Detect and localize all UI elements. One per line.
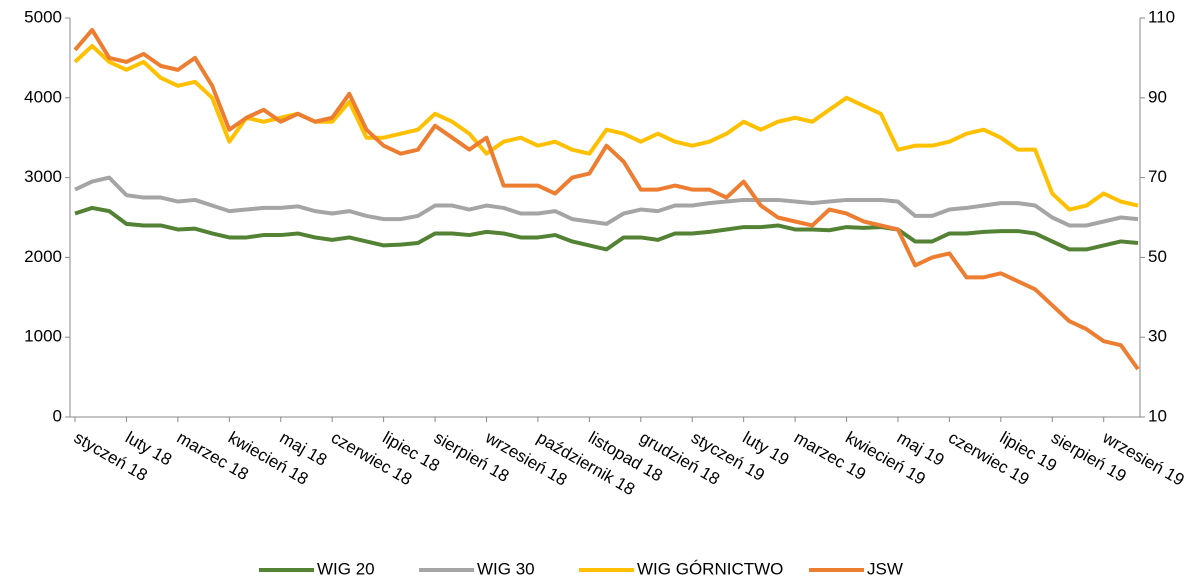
y2-tick-label: 90 — [1148, 87, 1167, 106]
series-line — [74, 205, 1139, 252]
y2-tick-label: 70 — [1148, 167, 1167, 186]
y-tick-label: 3000 — [24, 167, 62, 186]
y2-tick-label: 50 — [1148, 247, 1167, 266]
y-tick-label: 4000 — [24, 87, 62, 106]
series-line — [73, 27, 1140, 371]
y2-tick-label: 30 — [1148, 327, 1167, 346]
y-tick-label: 2000 — [24, 247, 62, 266]
legend-label: JSW — [867, 559, 903, 578]
legend-label: WIG 20 — [317, 559, 375, 578]
y-tick-label: 0 — [53, 406, 62, 425]
series-line — [73, 43, 1139, 212]
y-tick-label: 5000 — [24, 7, 62, 26]
legend-label: WIG 30 — [477, 559, 535, 578]
y2-tick-label: 10 — [1148, 406, 1167, 425]
series-line — [74, 175, 1139, 228]
y-tick-label: 1000 — [24, 327, 62, 346]
y2-tick-label: 110 — [1148, 7, 1175, 26]
legend-label: WIG GÓRNICTWO — [637, 559, 783, 578]
